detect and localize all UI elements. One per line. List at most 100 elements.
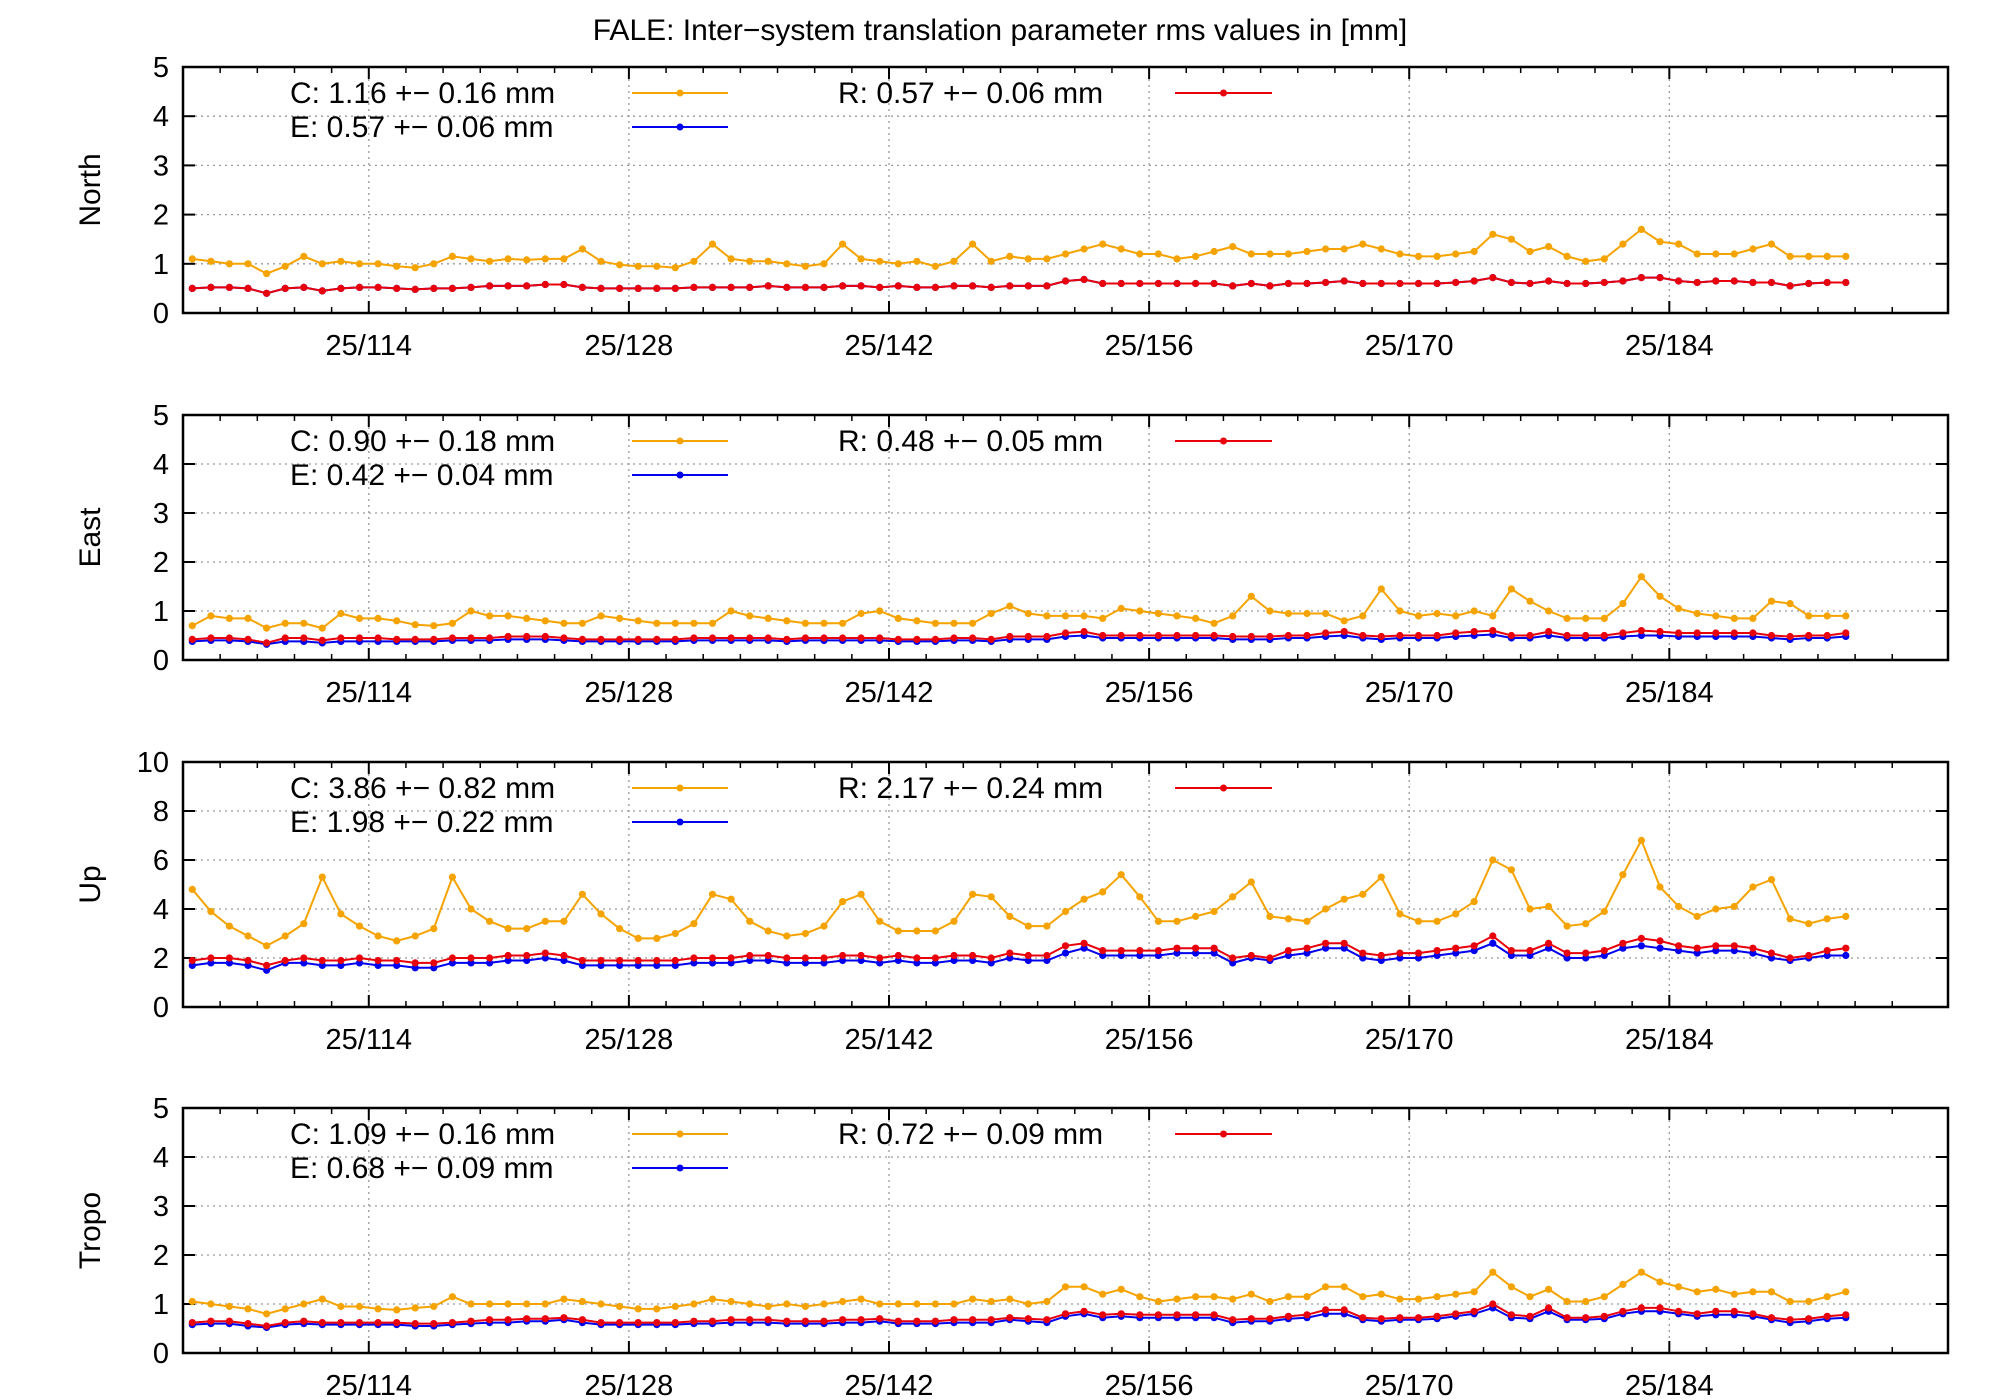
data-point [1656, 1278, 1664, 1286]
data-point [1266, 1297, 1274, 1306]
legend-label-e: E: 0.42 +− 0.04 mm [290, 459, 553, 492]
data-point [300, 634, 308, 642]
x-tick-label: 25/114 [326, 330, 413, 362]
data-point [1730, 614, 1738, 623]
data-point [355, 922, 364, 930]
data-point [671, 929, 679, 938]
x-tick-label: 25/142 [845, 330, 934, 362]
data-point [355, 954, 364, 962]
data-point [1693, 912, 1701, 921]
x-tick-label: 25/156 [1105, 1370, 1194, 1400]
legend-marker-c [676, 89, 684, 97]
data-point [1637, 573, 1645, 581]
data-point [801, 283, 810, 291]
data-point [931, 262, 940, 270]
data-point [708, 1317, 717, 1325]
panel-north: 0 1 2 3 4 5 25/114 25/128 25/142 25/156 25/170 25/1… [74, 52, 1950, 362]
data-point [1061, 1283, 1070, 1291]
data-point [969, 619, 977, 627]
data-point [1767, 876, 1776, 884]
data-point [708, 1295, 717, 1303]
data-point [1842, 1288, 1850, 1296]
data-point [188, 635, 196, 644]
y-tick-label: 5 [153, 400, 169, 432]
data-point [1061, 629, 1070, 637]
data-point [263, 942, 271, 950]
data-point [393, 937, 401, 945]
data-point [1563, 614, 1571, 623]
data-point [634, 284, 642, 292]
data-point [1192, 944, 1200, 952]
data-point [1433, 252, 1441, 260]
data-point [1006, 1295, 1014, 1303]
data-point [486, 1300, 494, 1308]
data-point [894, 282, 902, 290]
data-point [411, 932, 419, 940]
data-point [1024, 632, 1032, 641]
data-point [1842, 252, 1850, 260]
data-point [1489, 230, 1497, 238]
data-point [523, 614, 531, 623]
data-point [411, 635, 419, 644]
data-point [1767, 1314, 1776, 1322]
data-point [207, 907, 215, 916]
data-point [1507, 585, 1515, 593]
data-point [1154, 1297, 1162, 1306]
data-point [1117, 1310, 1125, 1318]
data-point [653, 1305, 661, 1313]
data-point [1229, 632, 1237, 641]
y-tick-label: 1 [153, 249, 169, 281]
data-point [913, 1317, 921, 1325]
y-tick-label: 4 [153, 894, 169, 926]
data-point [1024, 956, 1032, 965]
data-point [708, 634, 717, 642]
legend-label-e: E: 0.68 +− 0.09 mm [290, 1152, 553, 1185]
data-point [1414, 252, 1423, 260]
data-point [374, 634, 382, 642]
data-point [1693, 629, 1701, 637]
data-point [1414, 917, 1423, 925]
data-point [486, 954, 494, 962]
data-point [764, 257, 772, 265]
data-point [894, 956, 902, 965]
data-point [820, 954, 828, 962]
data-point [411, 959, 419, 967]
data-point [1136, 607, 1144, 615]
data-point [1526, 1312, 1534, 1320]
data-point [504, 1316, 512, 1324]
data-point [1099, 1311, 1107, 1319]
data-point [281, 932, 289, 940]
x-tick-label: 25/170 [1365, 330, 1454, 362]
data-point [1805, 1297, 1813, 1306]
data-point [671, 284, 679, 292]
y-tick-label: 5 [153, 1093, 169, 1125]
data-point [690, 1317, 698, 1325]
data-point [1080, 275, 1088, 284]
data-point [1563, 631, 1571, 640]
data-point [1805, 631, 1813, 640]
data-point [1136, 1293, 1144, 1301]
data-point [1043, 1297, 1051, 1306]
data-point [188, 622, 196, 630]
data-point [931, 1317, 940, 1325]
data-point [1284, 1293, 1292, 1301]
data-point [783, 260, 791, 268]
data-point [1582, 614, 1590, 623]
data-point [1619, 1280, 1627, 1288]
data-point [1730, 277, 1738, 285]
data-point [355, 1319, 364, 1327]
data-point [1507, 866, 1515, 874]
data-point [671, 1302, 679, 1311]
data-point [1080, 612, 1088, 620]
data-point [560, 956, 568, 965]
data-point [1452, 278, 1460, 287]
data-point [263, 1322, 271, 1330]
data-point [1712, 1307, 1720, 1315]
data-point [504, 255, 512, 263]
data-point [1712, 612, 1720, 620]
data-point [1452, 944, 1460, 952]
data-point [355, 260, 364, 268]
data-point [1266, 954, 1274, 962]
data-point [1061, 907, 1070, 916]
data-point [783, 283, 791, 291]
